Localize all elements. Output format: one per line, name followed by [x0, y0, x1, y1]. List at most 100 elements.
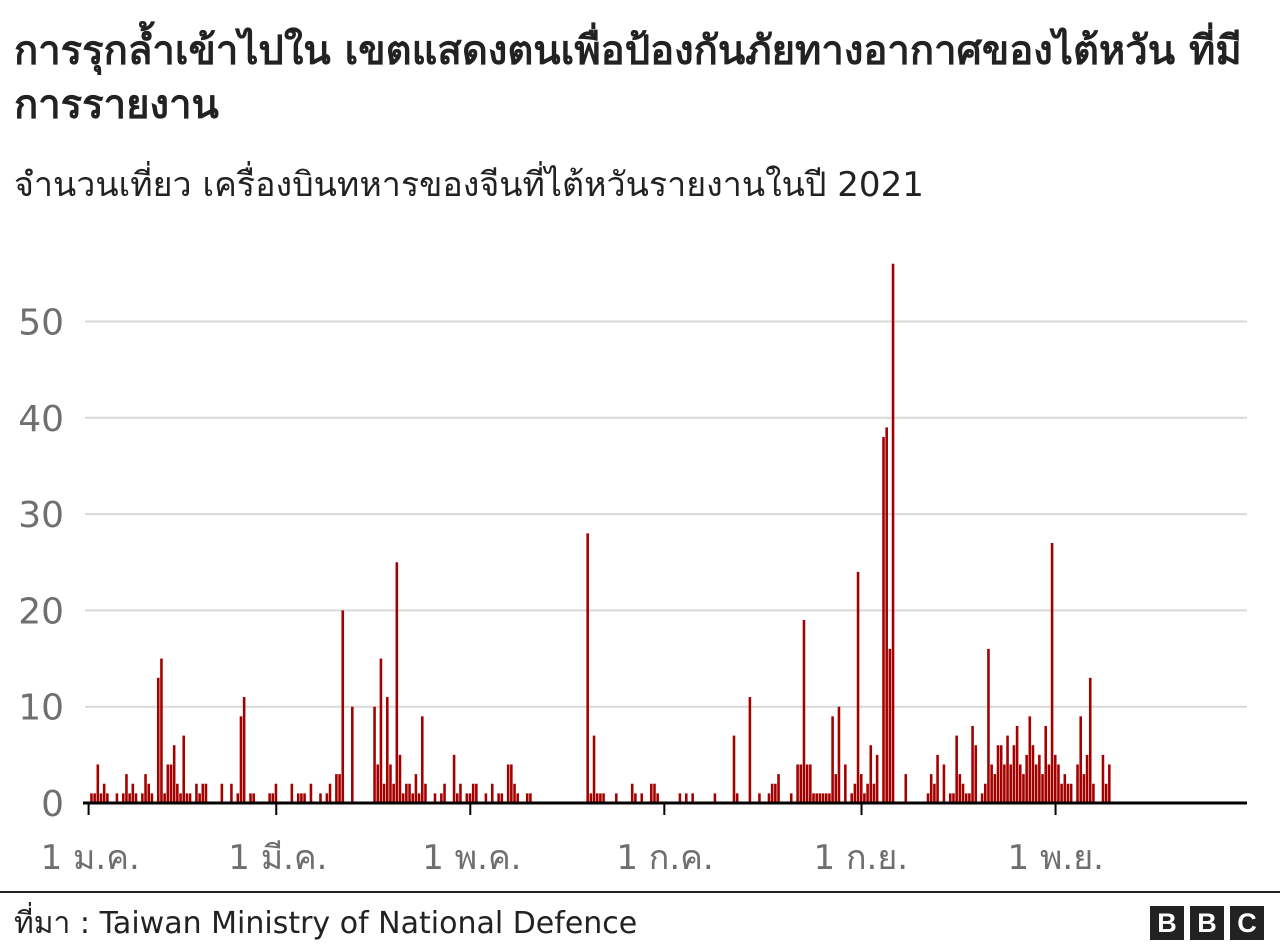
bar	[1088, 677, 1092, 803]
bar	[828, 793, 831, 803]
bar	[1018, 764, 1022, 803]
bar	[201, 783, 205, 803]
bar	[459, 783, 462, 803]
bar	[713, 793, 717, 803]
x-tick-label: 1 ก.ค.	[616, 838, 713, 878]
bar	[802, 620, 806, 803]
bar	[602, 793, 605, 803]
bar	[815, 793, 818, 803]
bar	[758, 793, 761, 803]
x-tick-label: 1 มี.ค.	[228, 838, 327, 878]
bar	[195, 783, 198, 803]
bar	[500, 793, 504, 803]
bar	[455, 793, 459, 803]
bar	[1028, 716, 1032, 803]
bar	[160, 658, 163, 803]
bar	[831, 716, 834, 803]
bar	[150, 793, 154, 803]
bar	[106, 793, 109, 803]
bar	[382, 783, 386, 803]
bar	[844, 764, 847, 803]
bar	[156, 677, 160, 803]
bar	[875, 754, 879, 803]
logo-letter: B	[1190, 906, 1224, 940]
bar	[182, 735, 185, 803]
bar	[1041, 774, 1044, 803]
bar	[1050, 542, 1054, 803]
bar	[125, 774, 128, 803]
bar	[929, 774, 933, 803]
bar	[615, 793, 618, 803]
bar	[236, 793, 240, 803]
bar	[1012, 745, 1016, 803]
bar	[859, 774, 863, 803]
bar	[90, 793, 93, 803]
y-tick-label: 20	[18, 591, 64, 632]
bar	[179, 793, 182, 803]
bar	[968, 793, 971, 803]
bar	[147, 783, 151, 803]
bar	[809, 764, 812, 803]
bar	[812, 793, 815, 803]
bar	[955, 735, 958, 803]
bar	[630, 783, 634, 803]
bar	[335, 774, 338, 803]
bar	[1108, 764, 1111, 803]
bar	[99, 793, 103, 803]
bar	[1015, 725, 1019, 803]
bar	[249, 793, 252, 803]
x-tick-label: 1 พ.ย.	[1008, 838, 1104, 878]
chart-subtitle: จำนวนเที่ยว เครื่องบินทหารของจีนที่ไต้หว…	[14, 165, 924, 205]
bar	[510, 764, 513, 803]
bar	[325, 793, 329, 803]
bar	[516, 793, 519, 803]
bar	[589, 793, 593, 803]
bar	[732, 735, 736, 803]
y-tick-label: 30	[18, 495, 64, 536]
bar	[926, 793, 930, 803]
bar	[420, 716, 424, 803]
bar	[328, 783, 332, 803]
bar	[475, 783, 478, 803]
logo-letter: B	[1150, 906, 1184, 940]
bar	[198, 793, 201, 803]
bar	[1047, 764, 1051, 803]
bar	[824, 793, 828, 803]
bar	[1038, 754, 1041, 803]
bar	[506, 764, 510, 803]
bbc-logo: B B C	[1150, 906, 1264, 940]
source-note: ที่มา : Taiwan Ministry of National Defe…	[14, 906, 638, 941]
bar	[952, 793, 955, 803]
x-tick-label: 1 พ.ค.	[422, 838, 521, 878]
bar	[949, 793, 952, 803]
bar	[1063, 774, 1067, 803]
bar	[650, 783, 653, 803]
bar	[1034, 764, 1038, 803]
bar	[468, 793, 472, 803]
bar	[525, 793, 529, 803]
bar	[777, 774, 780, 803]
y-tick-label: 50	[18, 303, 64, 344]
bar	[389, 764, 392, 803]
bar	[204, 783, 208, 803]
bar	[102, 783, 106, 803]
bar	[414, 774, 418, 803]
bar	[1060, 783, 1063, 803]
bar-chart: 0 10 20 30 40 50 1 ม.ค. 1 มี.ค. 1 พ.ค. 1 ก.ค. 1 ก.…	[18, 263, 1247, 878]
bar	[268, 793, 271, 803]
bar	[684, 793, 688, 803]
bar	[440, 793, 443, 803]
bar	[1079, 716, 1082, 803]
bar	[866, 783, 869, 803]
bar	[774, 783, 777, 803]
bar	[220, 783, 224, 803]
bar	[640, 793, 644, 803]
bar	[885, 427, 888, 803]
bar	[131, 783, 135, 803]
bar	[980, 793, 984, 803]
bar	[490, 783, 494, 803]
bar	[971, 725, 974, 803]
bar	[379, 658, 383, 803]
bar	[936, 754, 939, 803]
bar	[1006, 735, 1009, 803]
